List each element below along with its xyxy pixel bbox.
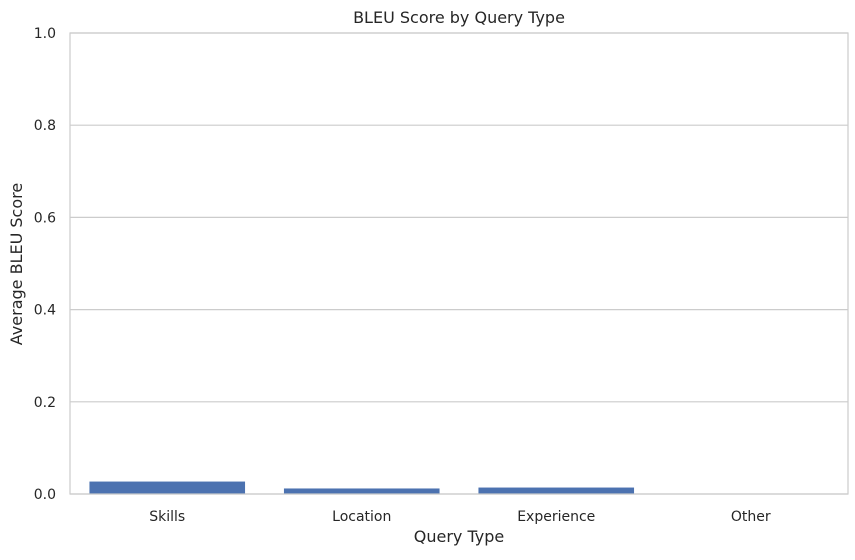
grid-lines (70, 32, 848, 495)
chart-title: BLEU Score by Query Type (353, 8, 565, 27)
x-tick-label: Other (731, 509, 771, 525)
bar-location (283, 488, 440, 494)
x-axis-label: Query Type (414, 527, 504, 546)
bars (89, 481, 635, 494)
y-tick-label: 0.0 (34, 487, 56, 503)
y-tick-label: 0.4 (34, 303, 56, 319)
x-tick-label: Skills (149, 509, 185, 525)
y-tick-label: 0.6 (34, 210, 56, 226)
y-tick-labels: 0.0 0.2 0.4 0.6 0.8 1.0 (34, 26, 56, 503)
x-tick-label: Experience (517, 509, 595, 525)
bar-experience (478, 487, 635, 494)
y-tick-label: 0.2 (34, 395, 56, 411)
x-tick-labels: Skills Location Experience Other (149, 509, 771, 525)
plot-frame (69, 32, 849, 495)
y-axis-label: Average BLEU Score (7, 183, 26, 345)
bar-skills (89, 481, 246, 494)
x-tick-label: Location (332, 509, 391, 525)
y-tick-label: 0.8 (34, 118, 56, 134)
y-tick-label: 1.0 (34, 26, 56, 42)
